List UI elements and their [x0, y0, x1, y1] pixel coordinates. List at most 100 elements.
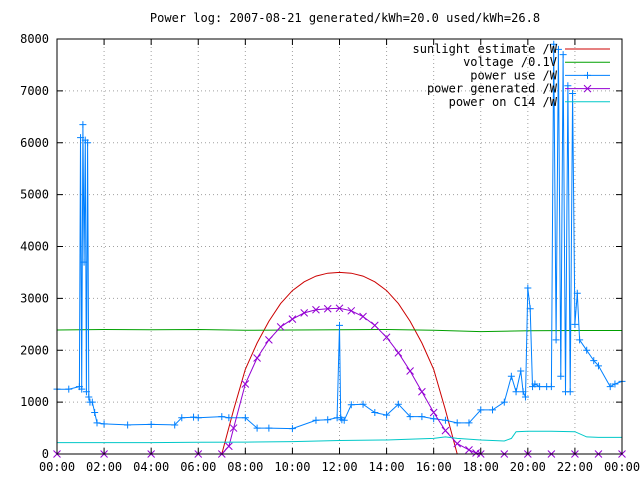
x-tick-label: 02:00: [86, 460, 122, 474]
data-point: [418, 413, 426, 421]
data-point: [465, 419, 473, 427]
chart-title: Power log: 2007-08-21 generated/kWh=20.0…: [150, 11, 540, 25]
data-point: [370, 321, 379, 330]
data-point: [554, 45, 562, 53]
data-point: [472, 449, 480, 457]
data-point: [265, 336, 273, 344]
data-point: [394, 400, 402, 408]
data-point: [566, 388, 574, 396]
series-2: [53, 40, 626, 433]
y-tick-label: 1000: [20, 395, 49, 409]
data-point: [430, 415, 438, 423]
x-tick-label: 10:00: [274, 460, 310, 474]
data-point: [465, 445, 473, 454]
data-point: [453, 419, 461, 427]
x-tick-label: 22:00: [557, 460, 593, 474]
data-point: [65, 385, 73, 393]
data-point: [526, 305, 534, 313]
data-point: [536, 383, 544, 391]
series-0: [221, 271, 458, 455]
y-tick-label: 6000: [20, 136, 49, 150]
data-point: [124, 421, 132, 429]
data-point: [507, 372, 515, 380]
data-point: [265, 424, 273, 432]
data-point: [531, 380, 539, 388]
data-point: [489, 406, 497, 414]
data-point: [253, 354, 261, 362]
x-tick-label: 04:00: [133, 460, 169, 474]
data-point: [241, 414, 249, 422]
data-point: [91, 409, 99, 416]
data-point: [371, 409, 379, 416]
data-point: [519, 388, 527, 396]
data-point: [288, 315, 297, 323]
y-tick-label: 5000: [20, 188, 49, 202]
data-point: [359, 312, 367, 321]
data-point: [500, 398, 508, 406]
data-point: [606, 383, 614, 391]
legend-label: power generated /W: [427, 82, 558, 96]
data-point: [324, 416, 332, 424]
data-point: [347, 306, 356, 315]
y-tick-label: 8000: [20, 32, 49, 46]
data-point: [382, 333, 391, 342]
data-point: [312, 416, 320, 424]
data-point: [336, 321, 343, 329]
data-point: [441, 416, 449, 424]
data-point: [383, 411, 391, 419]
series-4: [57, 430, 622, 444]
data-point: [564, 82, 572, 90]
x-tick-label: 06:00: [180, 460, 216, 474]
data-point: [569, 89, 577, 97]
data-point: [253, 424, 261, 432]
data-point: [335, 304, 344, 313]
data-point: [300, 309, 309, 317]
data-point: [406, 413, 414, 421]
data-point: [512, 388, 520, 396]
data-point: [178, 414, 186, 422]
data-point: [100, 420, 108, 428]
legend-label: power use /W: [470, 68, 557, 82]
data-point: [79, 121, 87, 129]
data-point: [80, 258, 88, 266]
data-point: [194, 414, 202, 422]
axes: 00:00 02:00 04:00 06:00 08:00 10:00 12:00 14:00…: [20, 32, 640, 474]
data-point: [571, 320, 579, 328]
data-point: [547, 383, 555, 391]
data-point: [85, 393, 93, 401]
data-point: [418, 387, 426, 396]
data-point: [82, 388, 90, 396]
series-line: [221, 271, 458, 455]
data-point: [590, 357, 598, 365]
x-tick-label: 20:00: [510, 460, 546, 474]
data-point: [77, 134, 85, 142]
data-point: [190, 413, 198, 421]
data-point: [147, 420, 155, 428]
data-point: [359, 400, 367, 408]
data-point: [340, 416, 348, 424]
data-point: [611, 380, 619, 388]
x-tick-label: 00:00: [39, 460, 75, 474]
data-point: [477, 406, 485, 414]
series-line: [57, 430, 622, 444]
x-tick-label: 08:00: [227, 460, 263, 474]
data-point: [517, 367, 525, 375]
data-point: [225, 442, 233, 451]
data-point: [88, 398, 96, 406]
x-tick-label: 16:00: [416, 460, 452, 474]
data-point: [521, 393, 529, 401]
x-tick-label: 12:00: [321, 460, 357, 474]
data-point: [312, 305, 320, 314]
legend-label: sunlight estimate /W: [413, 42, 558, 56]
data-point: [347, 401, 355, 409]
plot-area: [53, 40, 626, 458]
legend-label: power on C14 /W: [449, 95, 558, 109]
data-point: [394, 348, 403, 357]
data-point: [84, 139, 92, 147]
data-point: [453, 439, 462, 448]
data-point: [583, 346, 591, 354]
data-point: [576, 336, 584, 344]
data-point: [225, 414, 233, 422]
